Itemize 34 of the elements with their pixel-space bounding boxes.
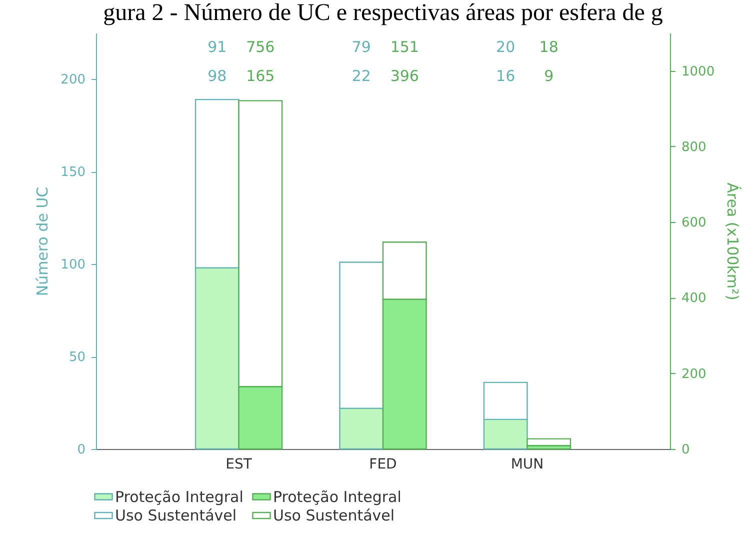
y2-tick-label: 1000 [682, 64, 715, 80]
y2-tick-label: 400 [682, 291, 706, 306]
chart-title: gura 2 - Número de UC e respectivas áreas por esfera de g [103, 0, 663, 26]
legend-label: Proteção Integral [273, 488, 402, 506]
annotation: 18 [539, 38, 558, 56]
y-tick-label: 50 [68, 350, 86, 366]
y-axis-title: Número de UC [34, 186, 52, 296]
y2-tick-label: 800 [682, 140, 706, 155]
y-tick-label: 150 [60, 165, 86, 180]
y2-tick-label: 600 [682, 216, 706, 231]
annotation: 165 [246, 67, 275, 85]
y-tick-label: 100 [60, 258, 86, 273]
bar [526, 438, 572, 446]
annotation: 91 [208, 38, 227, 56]
annotation: 756 [246, 38, 275, 56]
legend-label: Uso Sustentável [115, 506, 237, 524]
x-tick-label: EST [226, 456, 252, 472]
annotation: 396 [390, 67, 419, 85]
y2-tick-label: 200 [682, 366, 706, 382]
annotation: 9 [544, 67, 554, 85]
annotation: 16 [496, 67, 516, 85]
x-tick-label: MUN [510, 456, 544, 472]
annotation: 79 [352, 38, 371, 56]
annotation: 98 [208, 67, 227, 85]
legend-label: Uso Sustentável [273, 506, 395, 524]
annotation: 151 [390, 38, 419, 56]
annotation: 20 [496, 38, 516, 56]
legend-label: Proteção Integral [115, 488, 244, 506]
y2-tick-label: 0 [682, 442, 690, 458]
y-tick-label: 200 [60, 72, 86, 88]
annotation: 22 [352, 67, 371, 85]
y-tick-label: 0 [77, 442, 86, 458]
y2-axis-title: Área (x100km²) [724, 182, 742, 300]
x-tick-label: FED [369, 456, 397, 472]
